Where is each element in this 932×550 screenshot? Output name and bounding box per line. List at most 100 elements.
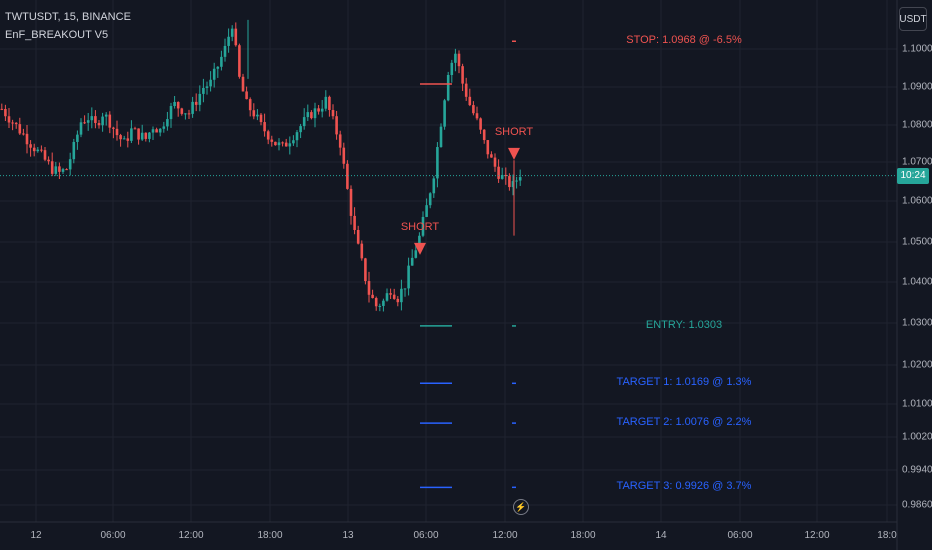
level-label-entry: ENTRY: 1.0303 xyxy=(645,318,723,331)
candle-body xyxy=(14,122,18,125)
candle-body xyxy=(428,193,432,206)
candle-body xyxy=(0,108,4,110)
candle-body xyxy=(248,99,252,111)
candle-body xyxy=(198,93,202,105)
currency-button[interactable]: USDT xyxy=(899,7,927,31)
candle-body xyxy=(356,229,360,244)
candle-body xyxy=(191,101,194,114)
candle-body xyxy=(389,293,392,295)
symbol-title[interactable]: TWTUSDT, 15, BINANCE xyxy=(5,11,131,23)
lightning-glyph: ⚡ xyxy=(515,501,527,512)
candle-body xyxy=(148,132,151,139)
candle-body xyxy=(50,161,54,174)
candle-body xyxy=(410,257,414,266)
time-tick: 14 xyxy=(655,530,667,541)
candle-body xyxy=(385,293,389,301)
time-tick: 18:00 xyxy=(257,530,283,541)
price-tick: 1.1000 xyxy=(902,43,932,55)
candle-body xyxy=(173,102,176,107)
candle-body xyxy=(346,163,349,189)
candle-body xyxy=(104,114,108,117)
candle-body xyxy=(209,79,212,87)
candle-body xyxy=(169,106,173,120)
candle-body xyxy=(432,178,436,194)
candle-body xyxy=(22,133,25,135)
candle-body xyxy=(4,109,7,117)
candle-body xyxy=(238,45,241,77)
candle-body xyxy=(292,140,295,144)
candle-body xyxy=(72,141,76,160)
candle-body xyxy=(313,108,317,119)
level-label-stop: STOP: 1.0968 @ -6.5% xyxy=(626,34,742,47)
candle-body xyxy=(202,87,205,94)
candle-body xyxy=(320,108,324,112)
candle-body xyxy=(79,122,83,135)
level-label-target-3: TARGET 3: 0.9926 @ 3.7% xyxy=(616,480,752,493)
short-signal-label: SHORT xyxy=(400,220,440,233)
candle-body xyxy=(263,122,266,132)
candle-body xyxy=(176,102,180,109)
candle-body xyxy=(274,141,277,146)
candle-body xyxy=(54,166,58,174)
time-tick: 12:00 xyxy=(178,530,204,541)
candle-body xyxy=(76,134,79,142)
candle-body xyxy=(338,134,342,148)
candle-body xyxy=(158,128,162,133)
candle-body xyxy=(421,216,425,236)
candle-body xyxy=(47,159,50,162)
candle-body xyxy=(446,75,450,101)
candle-body xyxy=(284,142,288,147)
candle-body xyxy=(212,68,216,80)
price-tick: 1.0800 xyxy=(902,119,932,131)
time-tick: 06:00 xyxy=(727,530,753,541)
candle-body xyxy=(277,142,281,146)
candle-body xyxy=(454,53,457,63)
price-tick: 1.0500 xyxy=(902,236,932,248)
candle-body xyxy=(155,129,158,133)
candle-body xyxy=(482,129,486,141)
candle-body xyxy=(302,117,306,127)
candle-body xyxy=(108,114,112,128)
candle-body xyxy=(335,116,338,135)
price-tick: 1.0100 xyxy=(902,398,932,410)
candle-body xyxy=(140,132,144,140)
candle-body xyxy=(241,76,245,92)
candle-body xyxy=(94,116,97,124)
lightning-icon[interactable]: ⚡ xyxy=(513,499,529,515)
candle-body xyxy=(306,112,310,118)
candle-body xyxy=(475,113,479,119)
candle-body xyxy=(29,144,32,148)
indicator-title[interactable]: EnF_BREAKOUT V5 xyxy=(5,29,109,41)
price-tick: 1.0700 xyxy=(902,156,932,168)
candle-body xyxy=(86,120,90,123)
time-tick: 13 xyxy=(342,530,354,541)
candle-body xyxy=(166,119,169,127)
candle-body xyxy=(414,250,418,258)
price-tick: 1.0020 xyxy=(902,431,932,443)
price-tick: 1.0600 xyxy=(902,195,932,207)
candle-body xyxy=(223,45,227,57)
candle-body xyxy=(353,215,356,230)
price-tick: 1.0300 xyxy=(902,317,932,329)
candle-body xyxy=(515,180,518,182)
candle-body xyxy=(40,149,43,151)
candle-body xyxy=(187,113,191,115)
time-tick: 12:00 xyxy=(492,530,518,541)
short-signal-label: SHORT xyxy=(494,125,534,138)
time-tick: 18:0 xyxy=(877,530,897,541)
candle-body xyxy=(403,288,407,290)
candle-body xyxy=(518,177,522,181)
candle-body xyxy=(7,116,11,123)
candle-body xyxy=(468,96,472,106)
candle-body xyxy=(119,135,122,140)
candle-body xyxy=(180,108,184,114)
price-tick: 0.9940 xyxy=(902,464,932,476)
candle-body xyxy=(184,113,187,115)
candle-body xyxy=(464,83,468,97)
candle-body xyxy=(144,132,148,139)
candle-body xyxy=(382,300,385,306)
candle-body xyxy=(65,169,68,171)
candle-body xyxy=(439,126,443,148)
